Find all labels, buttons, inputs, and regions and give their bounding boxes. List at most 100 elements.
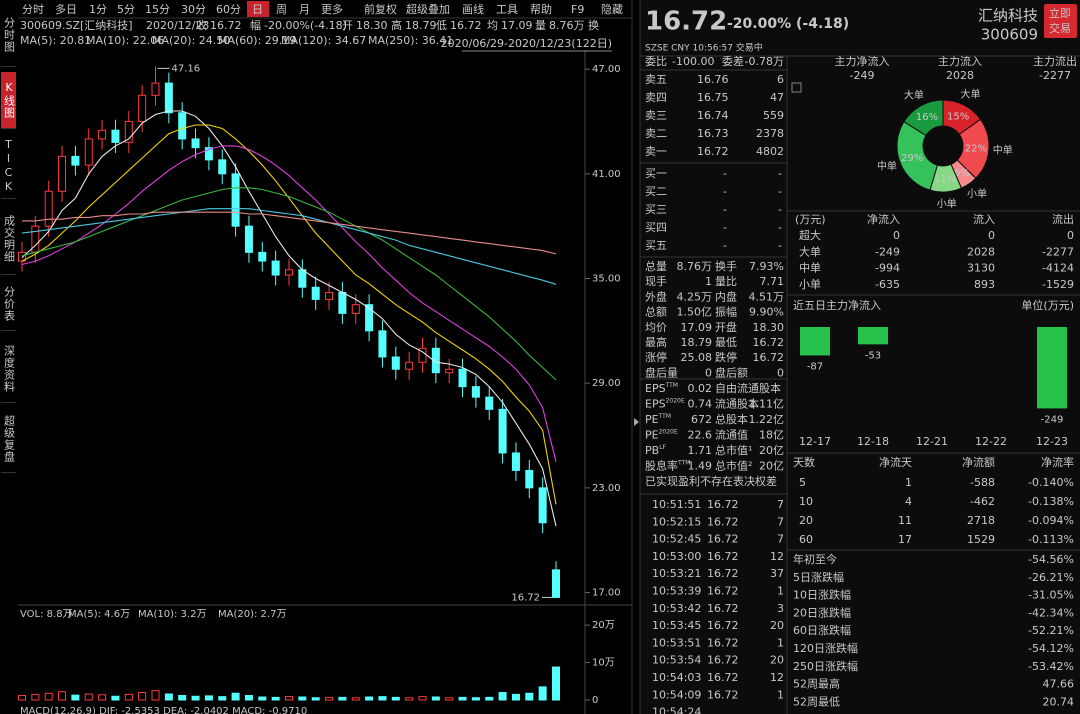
bar-value-label: -249 (1041, 414, 1064, 425)
stat-label: 涨停 (645, 350, 667, 364)
tick-time: 10:53:42 (652, 602, 701, 615)
bid-price: - (723, 185, 727, 198)
y-tick-label: 29.00 (592, 378, 621, 389)
toolbar-tab[interactable]: 工具 (496, 3, 518, 16)
side-tab[interactable]: 深度资料 (1, 336, 16, 403)
collapse-arrow[interactable] (634, 418, 639, 426)
y-tick-label: 35.00 (592, 274, 621, 285)
ma-line (21, 208, 557, 285)
side-tab[interactable]: 成交明细 (1, 204, 16, 275)
fund-label: EPS2020E (645, 397, 685, 411)
table-value: -0.113% (1028, 533, 1074, 546)
toolbar-tab[interactable]: 30分 (181, 3, 206, 16)
toolbar-tab[interactable]: F9 (571, 3, 584, 16)
tick-volume: 12 (770, 671, 784, 684)
date: 2020/12/23 (146, 19, 209, 32)
stat-value: 4.51万 (749, 290, 785, 303)
stat-value: 1.50亿 (677, 306, 713, 319)
toolbar-tab[interactable]: 60分 (216, 3, 241, 16)
toolbar-tab[interactable]: 超级叠加 (406, 2, 450, 16)
candle-body (445, 368, 454, 374)
volume-bar (84, 693, 93, 701)
fund-label-main: PB (645, 444, 659, 457)
table-value: -1529 (1042, 278, 1074, 291)
tick-price: 16.72 (707, 533, 739, 546)
side-tab[interactable]: TICK (1, 134, 16, 199)
table-value: -2277 (1042, 245, 1074, 258)
bid-volume: - (778, 239, 782, 252)
toolbar-tab[interactable]: 隐藏 (601, 3, 623, 16)
fund-label: 股息率TTM (645, 459, 690, 473)
tick-time: 10:53:54 (652, 654, 701, 667)
volume-bar (111, 695, 120, 701)
ma-legend: MA(250): 36.41 (368, 34, 453, 47)
side-tab[interactable]: 分价表 (1, 278, 16, 331)
ma-legend: MA(120): 34.67 (281, 34, 366, 47)
toolbar-tab[interactable]: 前复权 (364, 2, 397, 16)
table-value: 0 (988, 229, 995, 242)
stat-value: 4.25万 (677, 290, 713, 303)
perf-label: 52周最高 (793, 677, 840, 691)
table-label: 10 (799, 495, 813, 508)
label: 委差 (722, 54, 744, 68)
stat-label: 最高 (645, 335, 667, 349)
candle-body (58, 155, 67, 192)
toolbar-tab[interactable]: 分时 (22, 3, 44, 16)
label: 委比 (645, 55, 667, 68)
toolbar-tab[interactable]: 周 (276, 3, 287, 16)
volume-bar (285, 696, 293, 701)
volume-bar (418, 696, 427, 701)
volume-bar (231, 692, 240, 701)
table-value: 0 (1067, 229, 1074, 242)
table-label: 小单 (799, 278, 821, 291)
fund-label-sup: TTM (677, 459, 690, 466)
toolbar-tab[interactable]: 5分 (117, 3, 135, 16)
candle-body (178, 112, 187, 140)
toolbar-tab[interactable]: 画线 (462, 2, 484, 16)
candle-body (338, 291, 347, 314)
table-label: 5 (799, 476, 806, 489)
fund-value: 0.02 (688, 382, 713, 395)
x-tick-label: 12-22 (975, 435, 1007, 448)
side-tab[interactable]: 超级复盘 (1, 406, 16, 473)
candle-body (258, 251, 267, 262)
y-tick-label: 20万 (592, 620, 615, 631)
candle-body (498, 408, 507, 454)
toolbar-tab[interactable]: 多日 (55, 2, 77, 16)
pie-slice (903, 99, 944, 137)
table-label: 中单 (799, 262, 821, 275)
table-value: 4 (905, 495, 912, 508)
flow-header: 主力流入 (938, 54, 982, 68)
ask-price: 16.74 (697, 109, 729, 122)
fund-value: 20亿 (759, 444, 784, 457)
toolbar-tab[interactable]: 1分 (89, 3, 107, 16)
field-label: 量 (535, 19, 546, 32)
tick-volume: 7 (777, 533, 784, 546)
toolbar-tab[interactable]: 日 (252, 3, 263, 16)
bid-level: 买一 (645, 167, 667, 180)
stat-value: 0 (777, 366, 784, 379)
volume-bar (511, 693, 520, 701)
bid-volume: - (778, 203, 782, 216)
toolbar-tab[interactable]: 月 (299, 3, 310, 16)
pie-category: 中单 (877, 160, 897, 173)
volume-bar (18, 695, 26, 701)
price-change: -20.00% (-4.18) (727, 16, 849, 32)
side-tab[interactable]: 分时图 (1, 4, 16, 67)
side-tab[interactable]: K线图 (1, 72, 16, 129)
candle-body (204, 147, 213, 161)
toolbar-tab[interactable]: 15分 (145, 3, 170, 16)
table-value: -249 (875, 245, 900, 258)
ask-price: 16.72 (697, 145, 729, 158)
volume-legend: MA(10): 3.2万 (138, 609, 206, 620)
toolbar-tab[interactable]: 帮助 (530, 2, 552, 16)
ma-line (21, 110, 557, 527)
tick-price: 16.72 (707, 636, 739, 649)
y-tick-label: 10万 (592, 658, 615, 669)
ask-price: 16.73 (697, 127, 729, 140)
bid-price: - (723, 167, 727, 180)
trade-button[interactable] (1044, 4, 1077, 38)
toolbar-tab[interactable]: 更多 (321, 2, 343, 16)
y-tick-label: 47.00 (592, 64, 621, 75)
volume-bar (378, 696, 387, 701)
